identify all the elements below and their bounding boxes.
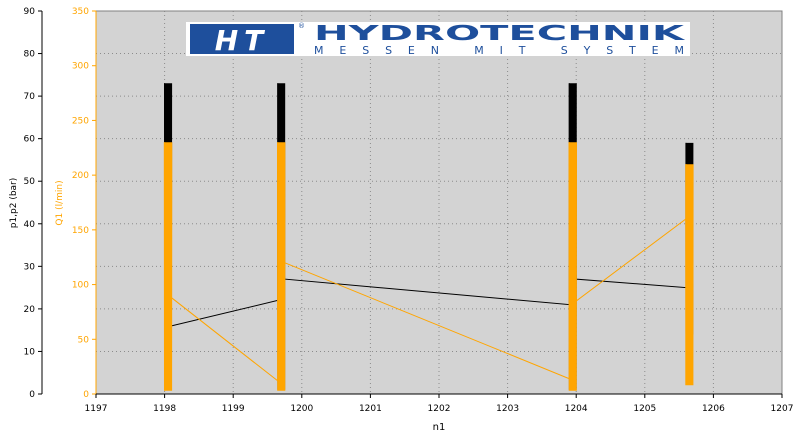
- left-axis-label: p1,p2 (bar): [9, 178, 19, 229]
- right-tick-label: 300: [72, 62, 89, 72]
- x-tick-label: 1201: [359, 404, 382, 414]
- series-burst: [277, 142, 286, 391]
- left-axis: 0 10 20 30 40 50 60 70 80 90 p1,p2 (bar): [9, 7, 43, 400]
- right-tick-label: 350: [72, 7, 89, 17]
- x-tick-label: 1197: [85, 404, 108, 414]
- x-tick-label: 1206: [702, 404, 725, 414]
- left-tick-label: 30: [24, 262, 36, 272]
- left-tick-label: 60: [24, 135, 36, 145]
- series-burst: [685, 164, 694, 386]
- series-burst: [568, 142, 577, 391]
- logo-brand-name: HYDROTECHNIK: [314, 21, 687, 45]
- series-burst: [163, 142, 173, 391]
- left-tick-label: 10: [24, 347, 36, 357]
- x-tick-label: 1205: [633, 404, 656, 414]
- x-tick-label: 1199: [222, 404, 245, 414]
- x-axis: 1197 1198 1199 1200 1201 1202 1203 1204 1205 1206…: [85, 393, 794, 433]
- x-tick-label: 1204: [565, 404, 588, 414]
- left-tick-label: 20: [24, 305, 36, 315]
- logo-mark: HT: [215, 24, 270, 57]
- brand-logo: HT ® HYDROTECHNIK MESSEN MIT SYSTEM: [186, 21, 690, 57]
- right-tick-label: 100: [72, 281, 89, 291]
- x-tick-label: 1203: [496, 404, 519, 414]
- x-axis-label: n1: [433, 422, 446, 433]
- right-tick-label: 150: [72, 226, 89, 236]
- right-tick-label: 0: [83, 390, 89, 400]
- logo-registered-mark: ®: [298, 22, 305, 30]
- x-tick-label: 1207: [771, 404, 794, 414]
- left-tick-label: 80: [24, 50, 36, 60]
- left-tick-label: 40: [24, 220, 36, 230]
- right-tick-label: 200: [72, 171, 89, 181]
- series-1: [163, 142, 694, 391]
- x-tick-label: 1198: [153, 404, 176, 414]
- x-tick-label: 1202: [428, 404, 451, 414]
- left-tick-label: 70: [24, 92, 36, 102]
- right-tick-label: 50: [78, 335, 90, 345]
- left-tick-label: 0: [29, 390, 35, 400]
- right-axis: 0 50 100 150 200 250 300 350 Q1 (l/min): [55, 7, 97, 400]
- left-tick-label: 90: [24, 7, 36, 17]
- x-tick-label: 1200: [290, 404, 313, 414]
- series-layer: [163, 83, 694, 391]
- right-tick-label: 250: [72, 116, 89, 126]
- logo-mark-box: [190, 24, 294, 54]
- left-tick-label: 50: [24, 177, 36, 187]
- plot-area: [96, 11, 782, 394]
- right-axis-label: Q1 (l/min): [55, 180, 65, 225]
